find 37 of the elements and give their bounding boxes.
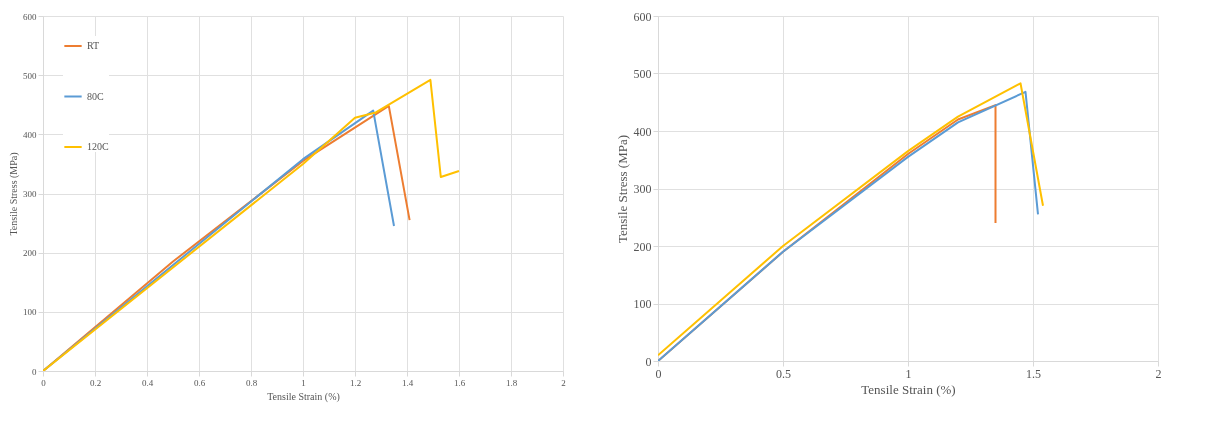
y-tick-label: 500 <box>633 67 652 81</box>
y-tick-label: 100 <box>23 307 37 318</box>
y-tick-label: 600 <box>633 9 652 24</box>
y-tick-label: 100 <box>633 297 652 311</box>
y-axis-title: Tensile Stress (MPa) <box>614 134 630 244</box>
legend-label: 120C <box>87 141 109 152</box>
x-tick-label: 0.5 <box>776 366 791 381</box>
y-tick-label: 200 <box>23 248 37 259</box>
x-tick-label: 2 <box>561 377 566 388</box>
y-axis-title: Tensile Stress (MPa) <box>8 152 20 236</box>
legend-label: RT <box>87 40 100 51</box>
x-tick-label: 1.8 <box>505 377 518 388</box>
y-tick-label: 0 <box>645 354 652 369</box>
x-axis-title: Tensile Strain (%) <box>861 381 956 397</box>
x-tick-label: 0.2 <box>89 377 102 388</box>
y-tick-label: 300 <box>633 182 652 196</box>
y-tick-label: 300 <box>23 189 37 199</box>
x-tick-label: 0.6 <box>193 377 206 388</box>
x-tick-label: 0.8 <box>245 377 258 388</box>
line-series <box>43 78 460 371</box>
y-tick-label: 200 <box>633 239 652 254</box>
x-tick-label: 2 <box>1155 366 1162 381</box>
x-tick-label: 1.2 <box>349 377 362 388</box>
x-tick-label: 1.4 <box>401 377 414 388</box>
x-tick-label: 0 <box>655 366 662 381</box>
x-tick-label: 1 <box>905 366 912 381</box>
y-tick-label: 400 <box>633 124 652 139</box>
y-tick-label: 500 <box>23 70 37 81</box>
y-tick-label: 400 <box>23 129 37 140</box>
x-tick-label: 0 <box>41 377 47 388</box>
legend-label: 80C <box>87 90 104 102</box>
y-tick-label: 600 <box>23 11 37 22</box>
x-axis-title: Tensile Strain (%) <box>267 390 340 403</box>
x-tick-label: 1 <box>301 377 306 388</box>
x-tick-label: 1.5 <box>1026 366 1041 381</box>
x-tick-label: 0.4 <box>141 377 154 388</box>
x-tick-label: 1.6 <box>453 377 466 388</box>
